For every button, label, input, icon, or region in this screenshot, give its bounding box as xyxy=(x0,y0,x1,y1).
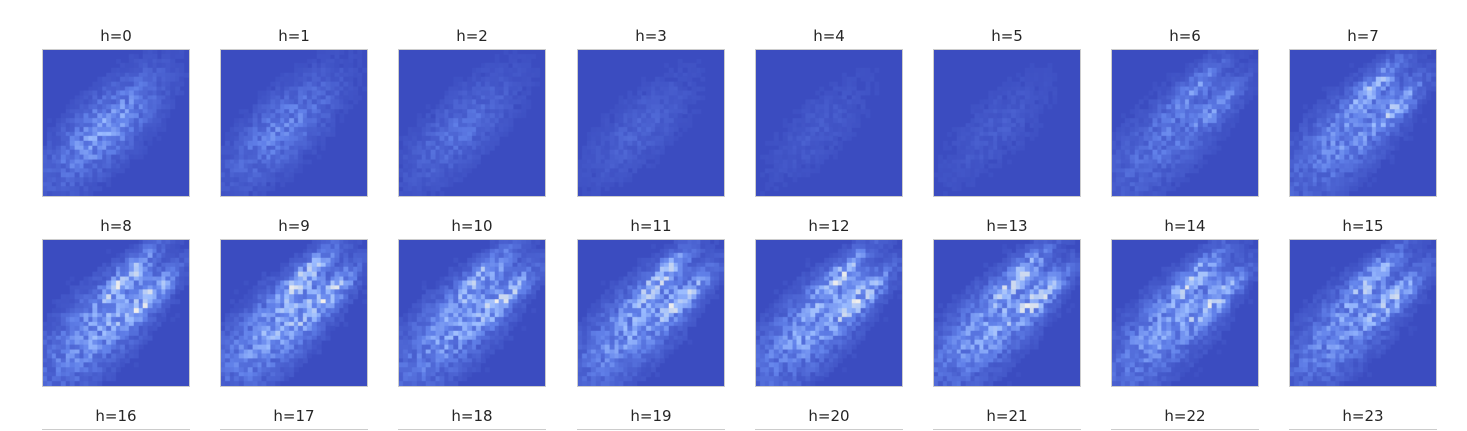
heatmap-image xyxy=(42,239,190,387)
panel-title: h=4 xyxy=(813,27,845,45)
panel-title: h=18 xyxy=(451,407,493,425)
panel-title: h=13 xyxy=(986,217,1028,235)
panel-title: h=7 xyxy=(1347,27,1379,45)
panel-frame-edge xyxy=(933,429,1081,430)
heatmap-image xyxy=(1289,239,1437,387)
panel-title: h=17 xyxy=(273,407,315,425)
heatmap-image xyxy=(577,239,725,387)
panel-frame-edge xyxy=(1111,429,1259,430)
panel-title: h=2 xyxy=(456,27,488,45)
panel-title: h=0 xyxy=(100,27,132,45)
panel-frame-edge xyxy=(577,429,725,430)
heatmap-image xyxy=(1111,239,1259,387)
panel-title: h=20 xyxy=(808,407,850,425)
panel-frame-edge xyxy=(755,429,903,430)
panel-frame-edge xyxy=(398,429,546,430)
heatmap-image xyxy=(1289,49,1437,197)
heatmap-image xyxy=(933,239,1081,387)
heatmap-image xyxy=(398,49,546,197)
panel-title: h=12 xyxy=(808,217,850,235)
heatmap-image xyxy=(220,49,368,197)
panel-title: h=22 xyxy=(1164,407,1206,425)
panel-title: h=9 xyxy=(278,217,310,235)
heatmap-image xyxy=(933,49,1081,197)
panel-title: h=16 xyxy=(95,407,137,425)
panel-title: h=5 xyxy=(991,27,1023,45)
panel-title: h=10 xyxy=(451,217,493,235)
heatmap-image xyxy=(577,49,725,197)
panel-title: h=1 xyxy=(278,27,310,45)
panel-title: h=3 xyxy=(635,27,667,45)
heatmap-image xyxy=(220,239,368,387)
panel-frame-edge xyxy=(220,429,368,430)
panel-title: h=21 xyxy=(986,407,1028,425)
heatmap-image xyxy=(755,49,903,197)
panel-title: h=14 xyxy=(1164,217,1206,235)
panel-title: h=11 xyxy=(630,217,672,235)
heatmap-image xyxy=(42,49,190,197)
panel-title: h=15 xyxy=(1342,217,1384,235)
panel-title: h=19 xyxy=(630,407,672,425)
panel-frame-edge xyxy=(42,429,190,430)
panel-title: h=23 xyxy=(1342,407,1384,425)
panel-title: h=8 xyxy=(100,217,132,235)
panel-frame-edge xyxy=(1289,429,1437,430)
heatmap-image xyxy=(398,239,546,387)
heatmap-image xyxy=(1111,49,1259,197)
heatmap-image xyxy=(755,239,903,387)
panel-title: h=6 xyxy=(1169,27,1201,45)
